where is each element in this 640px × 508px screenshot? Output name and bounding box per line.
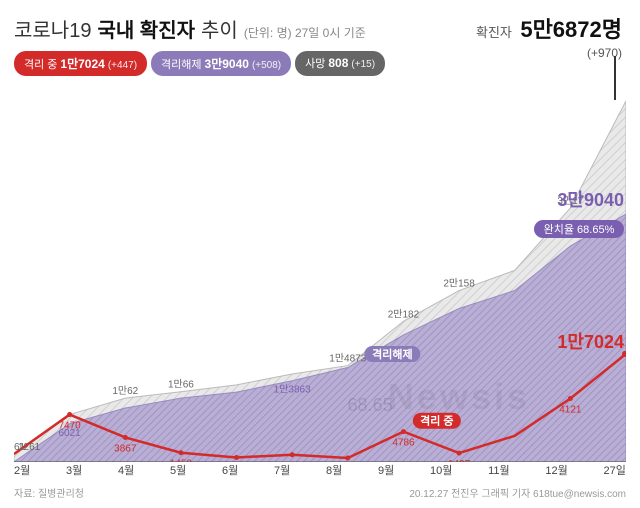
x-axis-tick: 9월 — [378, 462, 394, 478]
footer-source: 자료: 질병관리청 — [14, 485, 84, 500]
quarantine-point-label: 4121 — [559, 404, 582, 415]
footer-credit: 20.12.27 전진우 그래픽 기자 618tue@newsis.com — [409, 485, 626, 500]
cure-rate-text: 완치율 68.65% — [544, 223, 615, 236]
x-axis-tick: 10월 — [430, 462, 452, 478]
x-axis-tick: 27일 — [604, 462, 626, 478]
x-axis-tick: 2월 — [14, 462, 30, 478]
badge-released: 격리해제 3만9040 (+508) — [151, 51, 291, 76]
title-prefix: 코로나19 — [14, 14, 91, 43]
covid-trend-chart: 12611만621만661만48732만1822만1583만1760211만38… — [14, 100, 626, 462]
confirmed-point-label: 1만4873 — [329, 353, 366, 365]
top-confirmed-connector — [614, 56, 616, 100]
released-point-label: 1만3863 — [274, 384, 311, 396]
released-area-label: 격리해제 — [372, 347, 412, 361]
x-axis-tick: 7월 — [274, 462, 290, 478]
badge-death: 사망 808 (+15) — [295, 51, 385, 76]
x-axis-tick: 12월 — [545, 462, 567, 478]
confirmed-point-label: 1만62 — [112, 385, 138, 397]
badge-quarantine-delta: (+447) — [108, 60, 137, 71]
badge-death-value: 808 — [328, 56, 348, 70]
badge-quarantine: 격리 중 1만7024 (+447) — [14, 51, 147, 76]
x-axis-labels: 2월 3월 4월 5월 6월 7월 8월 9월 10월 11월 12월 27일 — [14, 462, 626, 478]
x-axis-tick: 6월 — [222, 462, 238, 478]
x-axis-tick: 4월 — [118, 462, 134, 478]
x-axis-tick: 3월 — [66, 462, 82, 478]
badge-quarantine-label: 격리 중 — [24, 56, 57, 72]
watermark: Newsis — [388, 376, 530, 418]
title-highlight: 국내 확진자 — [97, 14, 195, 43]
top-confirmed-callout: 확진자 5만6872명 (+970) — [476, 12, 622, 60]
badge-death-delta: (+15) — [351, 59, 375, 70]
quarantine-point-label: 4786 — [392, 438, 415, 449]
quarantine-point-label: 7470 — [59, 421, 82, 432]
x-axis-tick: 11월 — [488, 462, 510, 478]
top-confirmed-label: 확진자 — [476, 25, 512, 40]
faint-center-number: 68.65 — [348, 395, 393, 415]
quarantine-end-value: 1만7024 — [557, 332, 624, 352]
badge-released-label: 격리해제 — [161, 56, 201, 72]
confirmed-point-label: 2만182 — [388, 308, 420, 320]
badge-quarantine-value: 1만7024 — [60, 55, 104, 72]
badge-death-label: 사망 — [305, 55, 325, 71]
top-confirmed-value: 5만6872명 — [520, 17, 622, 42]
badge-released-value: 3만9040 — [205, 55, 249, 72]
x-axis-tick: 5월 — [170, 462, 186, 478]
quarantine-point-label: 3867 — [114, 443, 137, 454]
title-suffix: 추이 — [201, 14, 238, 43]
top-confirmed-delta: (+970) — [476, 46, 622, 60]
released-end-value: 3만9040 — [557, 190, 624, 210]
confirmed-point-label: 1만66 — [168, 379, 194, 391]
x-axis-tick: 8월 — [326, 462, 342, 478]
confirmed-start-label: 1261 — [18, 442, 41, 453]
confirmed-point-label: 2만158 — [443, 278, 475, 290]
badge-released-delta: (+508) — [252, 60, 281, 71]
title-unit: (단위: 명) 27일 0시 기준 — [244, 24, 366, 41]
